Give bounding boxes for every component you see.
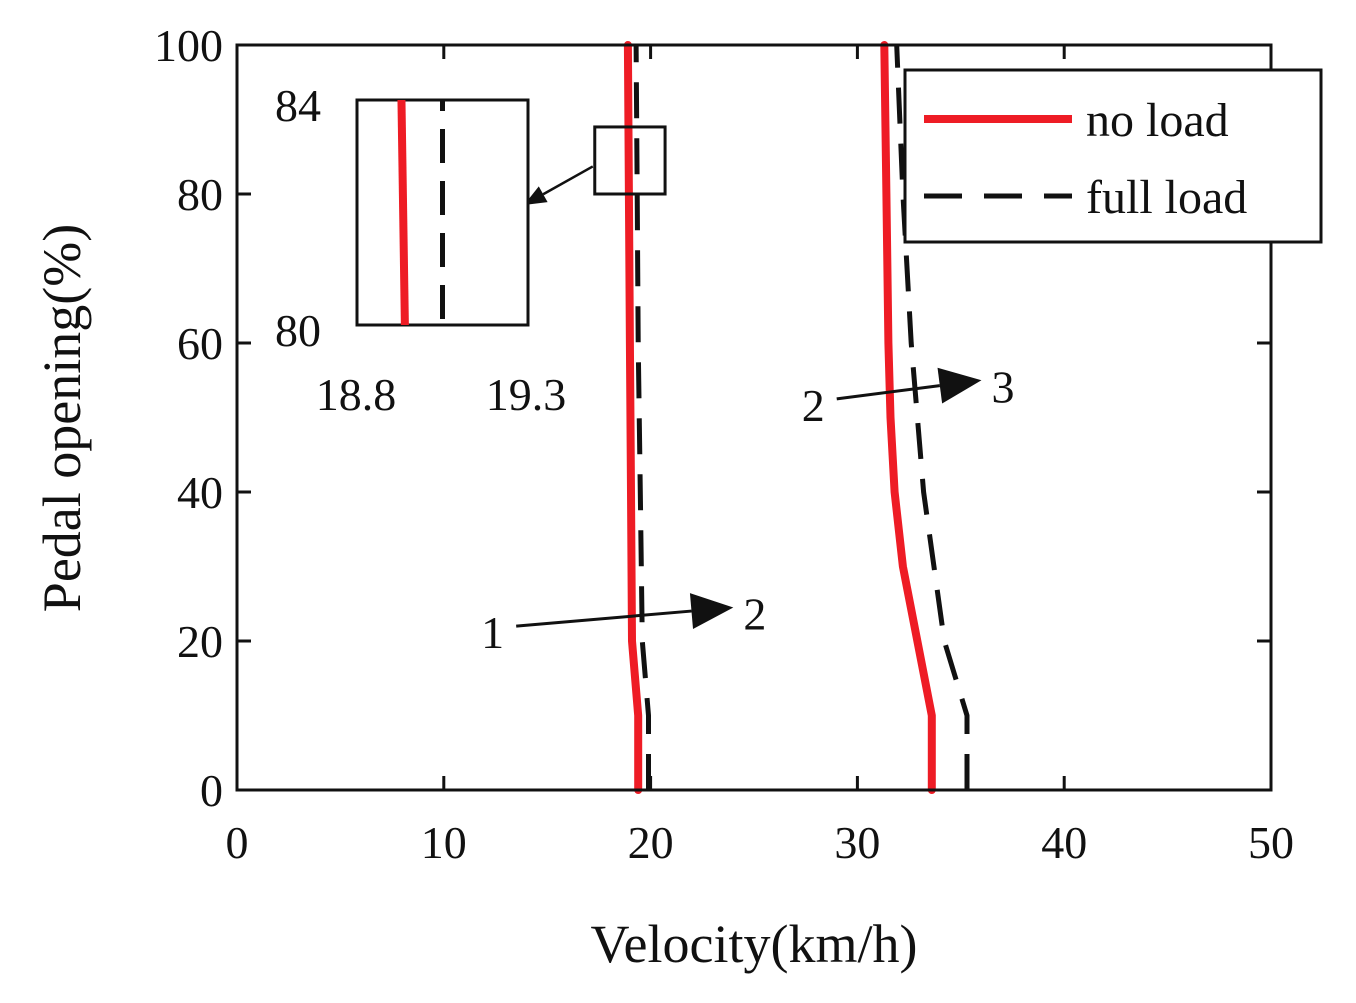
zoom-pointer-arrow-head bbox=[524, 186, 548, 205]
annotation-layer: 1 2 2 3 bbox=[481, 165, 1014, 658]
inset-y-max-label: 84 bbox=[275, 80, 321, 131]
ticks-layer: 0 10 20 30 40 50 0 20 40 60 80 100 bbox=[154, 20, 1294, 868]
x-tick-label: 20 bbox=[628, 817, 674, 868]
legend: no load full load bbox=[903, 68, 1323, 244]
x-tick-label: 50 bbox=[1248, 817, 1294, 868]
series-line-full-load--2-3 bbox=[894, 44, 970, 790]
zoom-region-box bbox=[593, 125, 667, 196]
x-tick-label: 10 bbox=[421, 817, 467, 868]
series-line-full-load--1-2 bbox=[633, 44, 651, 790]
shift-arrow-1-2-shaft bbox=[516, 609, 692, 628]
x-tick-label: 0 bbox=[226, 817, 249, 868]
y-tick-label: 60 bbox=[177, 318, 223, 369]
shift-to-label: 2 bbox=[743, 588, 766, 639]
inset-y-min-label: 80 bbox=[275, 305, 321, 356]
shift-arrow-2-3-shaft bbox=[836, 384, 941, 401]
inset: 84 80 18.8 19.3 bbox=[275, 80, 566, 420]
legend-label-no-load: no load bbox=[1086, 94, 1229, 147]
inset-line-no-load bbox=[397, 99, 409, 326]
zoom-pointer-arrow-shaft bbox=[542, 165, 594, 196]
y-axis-title: Pedal opening(%) bbox=[32, 224, 92, 612]
shift-from-label: 1 bbox=[481, 607, 504, 658]
zoom-layer bbox=[593, 125, 667, 196]
inset-x-min-label: 18.8 bbox=[316, 369, 397, 420]
x-tick-label: 30 bbox=[834, 817, 880, 868]
plot-frame bbox=[235, 43, 1273, 792]
shift-from-label: 2 bbox=[802, 380, 825, 431]
y-tick-label: 40 bbox=[177, 467, 223, 518]
x-axis-title: Velocity(km/h) bbox=[591, 914, 918, 974]
shift-to-label: 3 bbox=[991, 361, 1014, 412]
shift-arrow-1-2-head bbox=[689, 593, 734, 629]
y-tick-label: 80 bbox=[177, 169, 223, 220]
inset-x-max-label: 19.3 bbox=[486, 369, 567, 420]
legend-label-full-load: full load bbox=[1086, 171, 1247, 224]
legend-frame bbox=[903, 68, 1323, 244]
series-line-no-load--2-3 bbox=[880, 41, 936, 794]
inset-lines bbox=[397, 99, 445, 326]
y-tick-label: 20 bbox=[177, 616, 223, 667]
x-tick-label: 40 bbox=[1041, 817, 1087, 868]
y-tick-label: 0 bbox=[200, 765, 223, 816]
shift-arrow-2-3-head bbox=[937, 367, 982, 404]
y-tick-label: 100 bbox=[154, 20, 223, 71]
